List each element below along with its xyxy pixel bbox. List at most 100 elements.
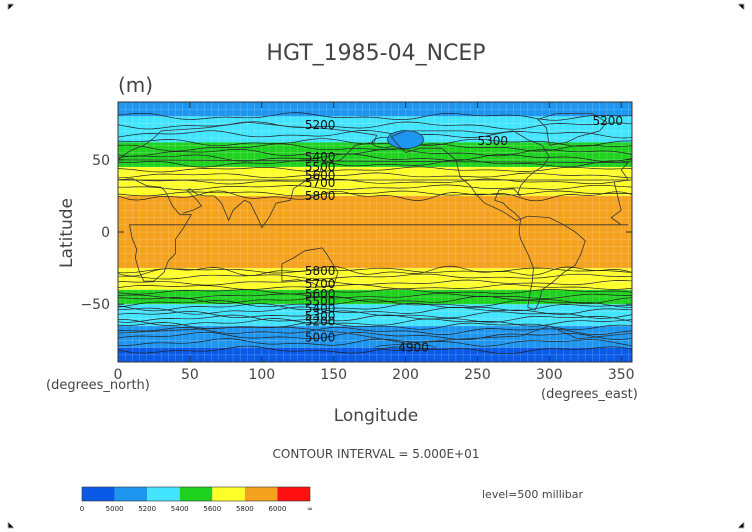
- colorbar-label: 5800: [236, 505, 254, 513]
- contour-label: 5400: [305, 150, 336, 164]
- contour-band: [118, 102, 632, 117]
- contour-label: 5200: [305, 118, 336, 132]
- contour-line: [118, 279, 632, 286]
- contour-band: [118, 311, 632, 320]
- coastline: [537, 113, 608, 146]
- contour-band: [118, 195, 632, 269]
- x-tick-label: 200: [392, 367, 419, 383]
- contour-band: [118, 268, 632, 276]
- contour-band: [118, 159, 632, 168]
- contour-label: 4900: [398, 341, 429, 355]
- contour-interval-text: CONTOUR INTERVAL = 5.000E+01: [273, 447, 480, 461]
- level-text: level=500 millibar: [482, 488, 584, 501]
- y-axis-label: Latitude: [57, 198, 77, 268]
- contour-line: [118, 178, 632, 185]
- contour-band: [118, 152, 632, 161]
- colorbar-label: 5400: [171, 505, 189, 513]
- contour-line: [118, 331, 632, 341]
- contour-label: 5800: [305, 189, 336, 203]
- contour-line: [118, 159, 632, 168]
- contour-label: 5700: [305, 176, 336, 190]
- contour-line: [118, 190, 632, 197]
- colorbar-swatch: [147, 487, 180, 501]
- contour-line: [118, 265, 632, 277]
- contour-line: [118, 338, 632, 347]
- contour-band: [387, 130, 424, 149]
- colorbar-swatch: [244, 487, 278, 501]
- coastline: [518, 215, 586, 311]
- coastline: [118, 130, 630, 282]
- contour-label: 5800: [305, 264, 336, 278]
- contour-label: 5200: [592, 114, 623, 128]
- colorbar-label: 5600: [203, 505, 221, 513]
- contour-line: [118, 172, 632, 179]
- coastlines: [118, 113, 632, 344]
- contour-label: 5300: [305, 309, 336, 323]
- contour-band: [118, 167, 632, 175]
- contour-label: 5600: [305, 169, 336, 183]
- contour-band: [118, 318, 632, 327]
- contour-labels: 5200530052005400550056005700580058005700…: [305, 114, 623, 355]
- contour-band: [118, 336, 632, 349]
- colorbar-label: 5200: [138, 505, 156, 513]
- contour-lines: [118, 112, 632, 355]
- coastline: [118, 325, 632, 344]
- colorbar-swatch: [179, 487, 213, 501]
- x-unit-note: (degrees_east): [541, 387, 638, 402]
- colorbar-label: 6000: [269, 505, 287, 513]
- colorbar: 0 5000 5200 5400 5600 5800 6000 ∞: [80, 486, 313, 513]
- contour-line: [118, 190, 632, 202]
- contour-band: [118, 116, 632, 132]
- contour-line: [118, 303, 632, 312]
- x-tick-label: 50: [181, 367, 199, 383]
- contour-label: 5500: [305, 160, 336, 174]
- contour-line: [118, 318, 632, 327]
- y-tick-label: 50: [92, 153, 110, 169]
- contour-line: [118, 295, 632, 304]
- contour-line: [375, 344, 436, 351]
- filled-contour-bands: [118, 102, 632, 362]
- contour-line: [118, 267, 632, 274]
- contour-band: [118, 174, 632, 182]
- contour-line: [118, 345, 632, 355]
- contour-label: 5300: [477, 134, 508, 148]
- contour-band: [118, 188, 632, 197]
- x-tick-label: 150: [320, 367, 347, 383]
- coastline: [390, 130, 550, 221]
- plot-area: 5200530052005400550056005700580058005700…: [117, 101, 633, 363]
- contour-label: 5200: [305, 315, 336, 329]
- x-tick-label: 0: [114, 367, 123, 383]
- contour-label: 5000: [305, 330, 336, 344]
- contour-line: [118, 293, 632, 299]
- contour-line: [118, 326, 632, 335]
- contour-line: [118, 148, 632, 157]
- colorbar-swatch: [114, 487, 148, 501]
- contour-line: [118, 288, 632, 295]
- contour-line: [118, 310, 632, 319]
- colorbar-swatch: [277, 487, 310, 501]
- contour-line: [118, 166, 632, 173]
- colorbar-frame: [81, 486, 311, 502]
- contour-band: [118, 130, 632, 143]
- contour-line: [118, 284, 632, 290]
- colorbar-label: 0: [80, 505, 84, 513]
- colorbar-swatch: [82, 487, 115, 501]
- contour-band: [118, 289, 632, 298]
- coastline: [161, 121, 378, 229]
- x-tick-label: 100: [248, 367, 275, 383]
- page-corner-marks: [7, 3, 745, 529]
- contour-label: 5600: [305, 287, 336, 301]
- contour-band: [118, 297, 632, 305]
- colorbar-label: 5000: [106, 505, 124, 513]
- contour-band: [118, 181, 632, 190]
- colorbar-swatch: [212, 487, 245, 501]
- x-tick-label: 250: [464, 367, 491, 383]
- contour-line: [118, 306, 632, 315]
- contour-line: [118, 184, 632, 191]
- contour-line: [118, 121, 632, 130]
- y-tick-label: 0: [101, 225, 110, 241]
- contour-label: 5400: [305, 302, 336, 316]
- contour-line: [118, 273, 632, 280]
- contour-label: 5500: [305, 294, 336, 308]
